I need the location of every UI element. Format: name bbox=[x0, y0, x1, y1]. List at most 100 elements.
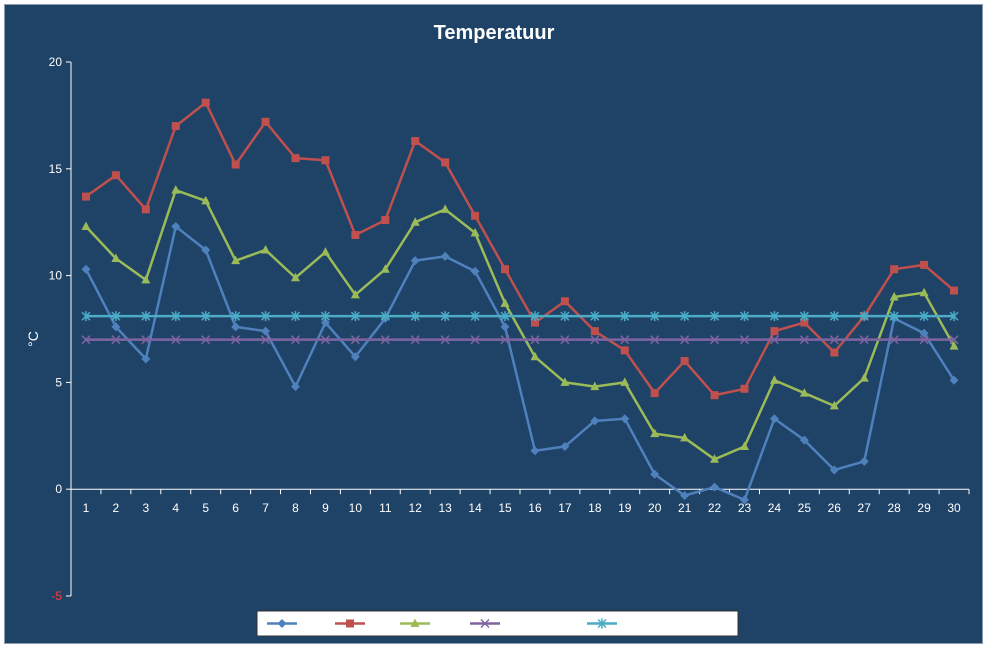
x-tick-label: 29 bbox=[917, 501, 931, 515]
data-point bbox=[769, 335, 779, 345]
series-max bbox=[81, 98, 959, 400]
data-point bbox=[650, 335, 660, 345]
data-point bbox=[890, 265, 899, 274]
data-point bbox=[680, 491, 690, 501]
series-maand-norm bbox=[81, 335, 959, 345]
data-point bbox=[620, 377, 630, 386]
data-point bbox=[410, 311, 420, 322]
x-tick-label: 17 bbox=[558, 501, 572, 515]
data-point bbox=[231, 255, 241, 265]
data-point bbox=[291, 382, 300, 392]
data-point bbox=[650, 469, 660, 479]
data-point bbox=[620, 414, 630, 424]
data-point bbox=[291, 154, 300, 163]
legend-marker bbox=[346, 619, 354, 628]
data-point bbox=[380, 311, 390, 322]
data-point bbox=[291, 272, 300, 282]
data-point bbox=[799, 388, 809, 397]
data-point bbox=[620, 346, 629, 355]
data-point bbox=[380, 264, 390, 273]
data-point bbox=[949, 375, 959, 385]
data-point bbox=[889, 291, 899, 301]
x-tick-label: 5 bbox=[202, 501, 209, 515]
data-point bbox=[141, 354, 151, 364]
data-point bbox=[201, 335, 211, 345]
data-point bbox=[440, 251, 450, 261]
data-point bbox=[859, 373, 869, 382]
data-point bbox=[650, 311, 660, 322]
series-line bbox=[84, 225, 956, 502]
data-point bbox=[350, 352, 360, 362]
x-tick-label: 2 bbox=[113, 501, 120, 515]
data-point bbox=[501, 265, 510, 274]
data-point bbox=[710, 311, 720, 322]
legend-marker bbox=[480, 618, 490, 629]
data-point bbox=[231, 311, 241, 322]
y-axis-label: °C bbox=[25, 331, 41, 347]
data-point bbox=[261, 244, 271, 254]
data-point bbox=[769, 311, 779, 322]
data-point bbox=[740, 441, 749, 450]
data-point bbox=[769, 414, 779, 424]
data-point bbox=[201, 245, 211, 255]
data-point bbox=[201, 98, 210, 107]
data-point bbox=[859, 311, 869, 322]
x-tick-label: 22 bbox=[708, 501, 722, 515]
data-point bbox=[350, 335, 360, 345]
x-tick-label: 24 bbox=[768, 501, 782, 515]
data-point bbox=[530, 446, 540, 456]
data-point bbox=[680, 311, 690, 322]
data-point bbox=[829, 400, 839, 410]
data-point bbox=[261, 326, 271, 336]
chart-frame: Temperatuur °C -5 0 5 10 15 20 1 2 3 4 5 6 7 8 9 10 11 12… bbox=[4, 4, 983, 644]
data-point bbox=[381, 216, 390, 225]
x-tick-label: 18 bbox=[588, 501, 602, 515]
data-point bbox=[799, 335, 809, 345]
data-point bbox=[320, 318, 330, 328]
data-point bbox=[410, 335, 420, 345]
x-tick-label: 25 bbox=[798, 501, 812, 515]
data-point bbox=[111, 171, 120, 180]
x-tick-label: 8 bbox=[292, 501, 299, 515]
data-point bbox=[410, 217, 420, 226]
y-tick-label: 0 bbox=[55, 482, 62, 496]
data-point bbox=[889, 335, 899, 345]
data-point bbox=[830, 348, 839, 357]
x-tick-label: 16 bbox=[528, 501, 542, 515]
data-point bbox=[201, 311, 211, 322]
data-point bbox=[471, 211, 480, 220]
x-tick-label: 7 bbox=[262, 501, 269, 515]
chart-title: Temperatuur bbox=[434, 22, 555, 44]
data-point bbox=[680, 432, 690, 442]
x-tick-label: 12 bbox=[409, 501, 423, 515]
x-tick-label: 23 bbox=[738, 501, 752, 515]
data-point bbox=[320, 335, 330, 345]
x-tick-label: 14 bbox=[468, 501, 482, 515]
data-point bbox=[650, 389, 659, 398]
data-point bbox=[171, 311, 181, 322]
data-point bbox=[111, 311, 121, 322]
data-point bbox=[440, 204, 450, 213]
data-point bbox=[710, 335, 720, 345]
data-point bbox=[949, 311, 959, 322]
data-point bbox=[710, 482, 720, 492]
legend-label: maand gemiddelde bbox=[621, 617, 723, 631]
x-tick-label: 6 bbox=[232, 501, 239, 515]
data-point bbox=[351, 231, 360, 240]
data-point bbox=[949, 335, 959, 345]
legend-marker bbox=[597, 618, 607, 629]
legend-label: max bbox=[369, 617, 392, 631]
data-point bbox=[320, 311, 330, 322]
data-point bbox=[470, 335, 480, 345]
data-point bbox=[290, 335, 301, 345]
data-point bbox=[201, 195, 211, 205]
data-point bbox=[290, 311, 301, 322]
data-point bbox=[81, 264, 91, 274]
legend-label: min bbox=[301, 617, 320, 631]
data-point bbox=[919, 311, 929, 322]
data-point bbox=[261, 117, 270, 126]
x-tick-label: 27 bbox=[858, 501, 872, 515]
data-point bbox=[770, 327, 779, 336]
